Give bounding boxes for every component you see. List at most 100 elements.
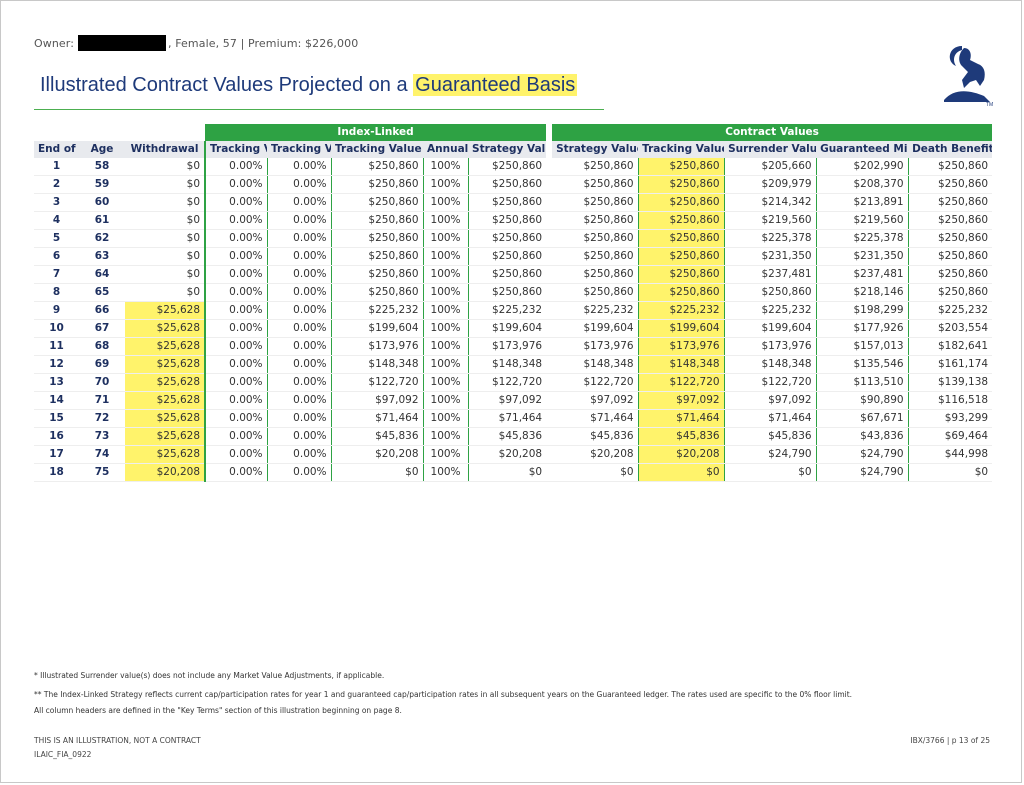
cell-tracking-value-il: $71,464: [330, 409, 424, 428]
cell-tracking-value-floor: 0.00%: [204, 409, 268, 428]
cell-age: 72: [79, 409, 125, 428]
cell-end-of-year: 11: [34, 337, 79, 356]
cell-strategy-value-il: $250,860: [467, 175, 547, 194]
note-surrender: * Illustrated Surrender value(s) does no…: [34, 671, 385, 680]
footer-form-code: ILAIC_FIA_0922: [34, 750, 92, 759]
cell-tracking-value: $225,232: [637, 301, 725, 320]
cell-death-benefit: $250,860: [907, 229, 993, 248]
cell-tracking-value-floor: 0.00%: [204, 247, 268, 266]
cell-annual-lock: 100%: [422, 337, 469, 356]
cell-tracking-value-return: 0.00%: [266, 265, 332, 284]
note-key-terms: All column headers are defined in the "K…: [34, 706, 402, 715]
cell-annual-lock: 100%: [422, 463, 469, 482]
cell-surrender-value: $250,860: [723, 283, 817, 302]
cell-death-benefit: $93,299: [907, 409, 993, 428]
cell-surrender-value: $45,836: [723, 427, 817, 446]
cell-death-benefit: $69,464: [907, 427, 993, 446]
cell-tracking-value-return: 0.00%: [266, 463, 332, 482]
cell-guaranteed-minimum-value: $202,990: [815, 158, 909, 176]
row-gap: [546, 283, 553, 302]
cell-withdrawal: $25,628: [125, 391, 206, 410]
cell-strategy-value: $250,860: [552, 175, 639, 194]
row-gap: [546, 373, 553, 392]
title-underline: [34, 109, 604, 110]
cell-tracking-value-return: 0.00%: [266, 391, 332, 410]
row-gap: [546, 463, 553, 482]
cell-annual-lock: 100%: [422, 319, 469, 338]
table-body: 1 58 $0 0.00% 0.00% $250,860 100% $250,860 $250,…: [34, 158, 993, 482]
cell-age: 65: [79, 283, 125, 302]
cell-withdrawal: $0: [125, 175, 206, 194]
cell-death-benefit: $0: [907, 463, 993, 482]
cell-tracking-value-return: 0.00%: [266, 301, 332, 320]
cell-tracking-value-return: 0.00%: [266, 247, 332, 266]
cell-strategy-value: $199,604: [552, 319, 639, 338]
note-strategy: ** The Index-Linked Strategy reflects cu…: [34, 690, 853, 699]
row-gap: [546, 409, 553, 428]
cell-tracking-value: $122,720: [637, 373, 725, 392]
footer-page-info: IBX/3766 | p 13 of 25: [910, 736, 990, 745]
cell-tracking-value-floor: 0.00%: [204, 463, 268, 482]
col-tracking-value-floor: Tracking Value Floor: [204, 141, 268, 158]
cell-strategy-value-il: $250,860: [467, 193, 547, 212]
cell-death-benefit: $182,641: [907, 337, 993, 356]
cell-end-of-year: 12: [34, 355, 79, 374]
cell-end-of-year: 7: [34, 265, 79, 284]
cell-end-of-year: 4: [34, 211, 79, 230]
cell-withdrawal: $0: [125, 229, 206, 248]
cell-tracking-value-return: 0.00%: [266, 158, 332, 176]
cell-strategy-value: $148,348: [552, 355, 639, 374]
cell-end-of-year: 6: [34, 247, 79, 266]
cell-strategy-value: $250,860: [552, 211, 639, 230]
table-row: 16 73 $25,628 0.00% 0.00% $45,836 100% $45,836 $…: [34, 427, 993, 446]
cell-age: 64: [79, 265, 125, 284]
col-tracking-value: Tracking Value: [638, 141, 725, 158]
cell-surrender-value: $225,378: [723, 229, 817, 248]
cell-surrender-value: $148,348: [723, 355, 817, 374]
cell-guaranteed-minimum-value: $24,790: [815, 445, 909, 464]
cell-tracking-value-floor: 0.00%: [204, 229, 268, 248]
cell-tracking-value-il: $45,836: [330, 427, 424, 446]
ibex-logo-icon: TM: [944, 46, 993, 108]
cell-guaranteed-minimum-value: $218,146: [815, 283, 909, 302]
cell-surrender-value: $237,481: [723, 265, 817, 284]
cell-strategy-value-il: $250,860: [467, 229, 547, 248]
table-row: 15 72 $25,628 0.00% 0.00% $71,464 100% $71,464 $…: [34, 409, 993, 428]
cell-strategy-value-il: $250,860: [467, 158, 547, 176]
cell-tracking-value-il: $122,720: [330, 373, 424, 392]
cell-withdrawal: $20,208: [125, 463, 206, 482]
cell-strategy-value-il: $71,464: [467, 409, 547, 428]
row-gap: [546, 337, 553, 356]
group-index-linked: Index-Linked: [205, 124, 547, 141]
cell-end-of-year: 1: [34, 158, 79, 176]
page-title: Illustrated Contract Values Projected on…: [40, 74, 578, 97]
cell-surrender-value: $24,790: [723, 445, 817, 464]
cell-end-of-year: 15: [34, 409, 79, 428]
cell-death-benefit: $225,232: [907, 301, 993, 320]
cell-strategy-value: $250,860: [552, 265, 639, 284]
row-gap: [546, 427, 553, 446]
cell-tracking-value-floor: 0.00%: [204, 337, 268, 356]
table-row: 13 70 $25,628 0.00% 0.00% $122,720 100% $122,72…: [34, 373, 993, 392]
table-row: 10 67 $25,628 0.00% 0.00% $199,604 100% $199,60…: [34, 319, 993, 338]
cell-end-of-year: 10: [34, 319, 79, 338]
cell-age: 68: [79, 337, 125, 356]
cell-guaranteed-minimum-value: $157,013: [815, 337, 909, 356]
cell-strategy-value-il: $173,976: [467, 337, 547, 356]
cell-death-benefit: $250,860: [907, 247, 993, 266]
cell-tracking-value: $45,836: [637, 427, 725, 446]
cell-death-benefit: $139,138: [907, 373, 993, 392]
cell-annual-lock: 100%: [422, 445, 469, 464]
group-gap: [546, 124, 553, 141]
cell-guaranteed-minimum-value: $24,790: [815, 463, 909, 482]
row-gap: [546, 229, 553, 248]
cell-withdrawal: $0: [125, 247, 206, 266]
cell-tracking-value-floor: 0.00%: [204, 373, 268, 392]
cell-tracking-value: $250,860: [637, 193, 725, 212]
cell-tracking-value-floor: 0.00%: [204, 391, 268, 410]
cell-annual-lock: 100%: [422, 355, 469, 374]
cell-surrender-value: $205,660: [723, 158, 817, 176]
row-gap: [546, 193, 553, 212]
col-surrender-value: Surrender Value*: [724, 141, 817, 158]
cell-tracking-value-il: $250,860: [330, 283, 424, 302]
